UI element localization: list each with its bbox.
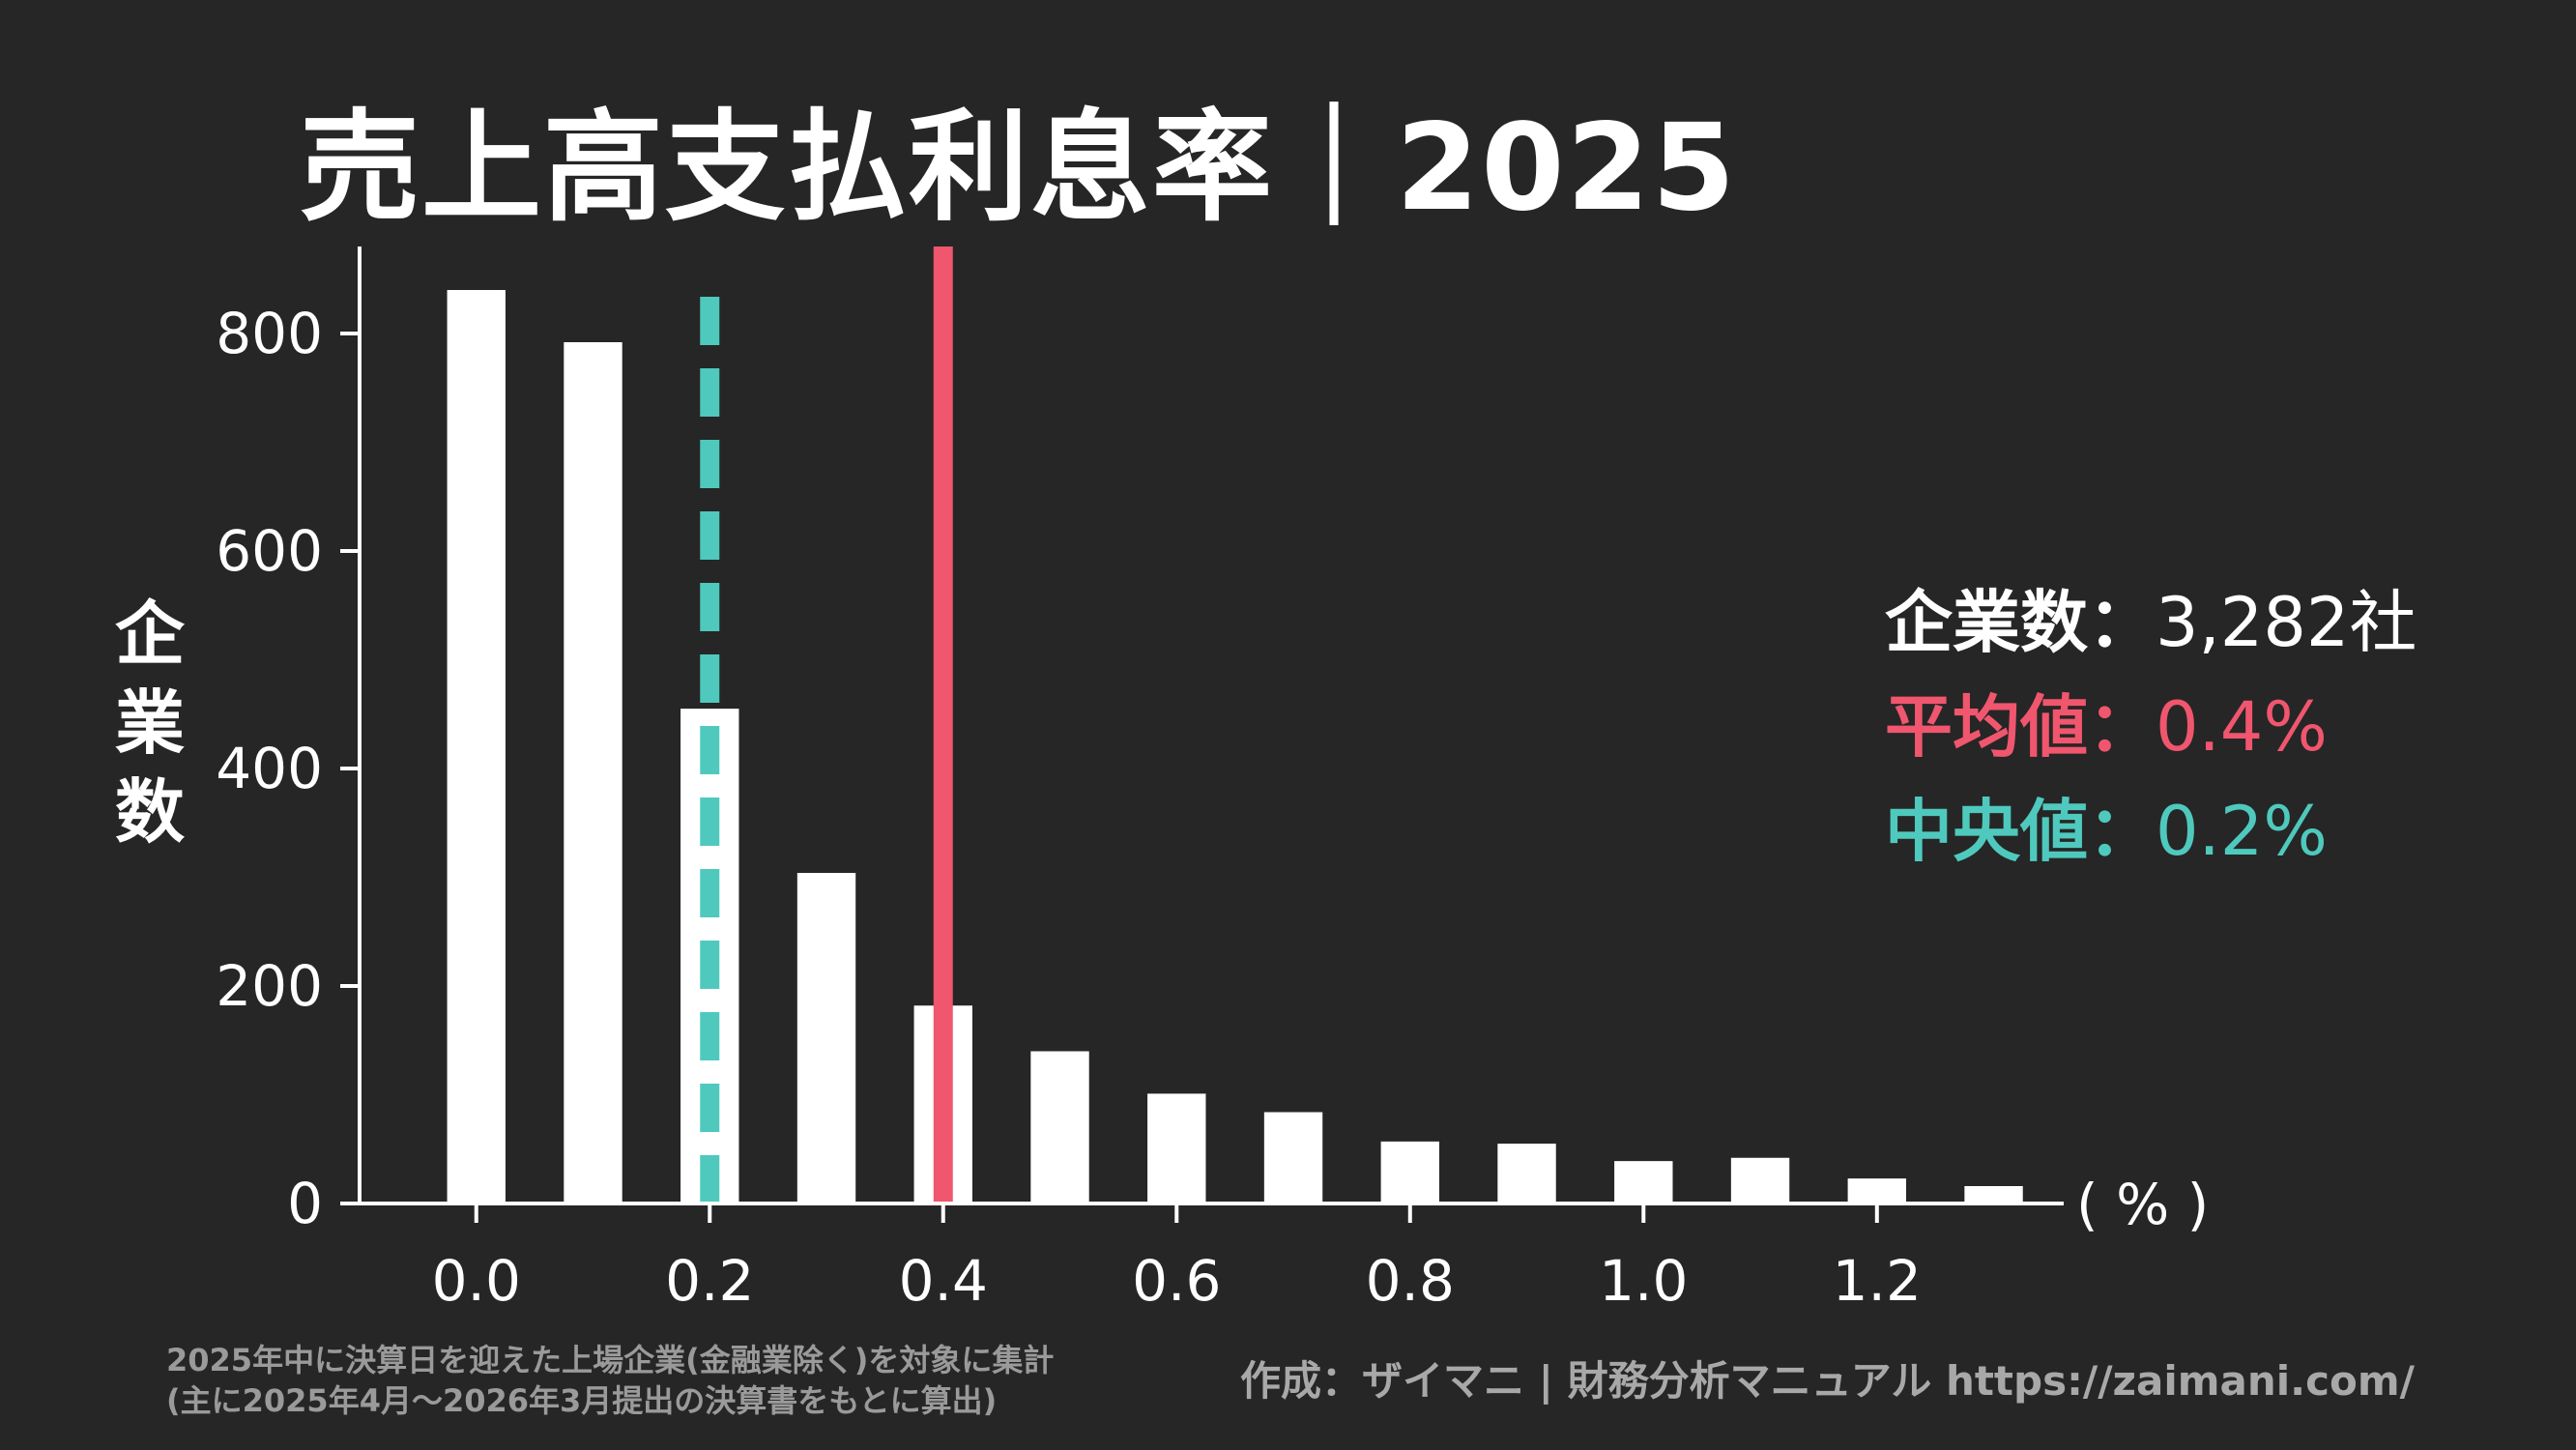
bar [1497,1144,1556,1204]
credit-text: 作成：ザイマニ | 財務分析マニュアル https://zaimani.com/ [1240,1357,2415,1405]
y-axis-label: 企業数 [106,590,193,856]
x-tick-label: 1.2 [1833,1248,1922,1314]
x-axis-unit: ( % ) [2076,1172,2210,1237]
stat-median-label: 中央値： [1885,792,2156,871]
bar [1847,1178,1906,1204]
x-tick-label: 1.0 [1599,1248,1688,1314]
footnote: 2025年中に決算日を迎えた上場企業(金融業除く)を対象に集計 (主に2025年… [166,1340,1054,1421]
stat-count-label: 企業数： [1885,583,2156,662]
axes: 0 200 400 600 800 0.0 0.2 0.4 0.6 0.8 1.0 1.2 [216,246,2064,1314]
bar [1030,1051,1089,1204]
stats-panel: 企業数：3,282社 平均値：0.4% 中央値：0.2% [1885,570,2417,884]
bar [1964,1186,2023,1204]
footnote-line-2: (主に2025年4月〜2026年3月提出の決算書をもとに算出) [166,1382,998,1419]
bar-group [447,290,2023,1204]
y-tick-label: 400 [216,736,323,801]
stat-mean: 平均値：0.4% [1885,675,2417,779]
y-axis-label-text: 企業数 [114,594,185,853]
stat-median: 中央値：0.2% [1885,779,2417,884]
stat-count: 企業数：3,282社 [1885,570,2417,675]
x-tick-label: 0.8 [1366,1248,1455,1314]
stat-mean-value: 0.4% [2156,687,2328,767]
stat-median-value: 0.2% [2156,792,2328,871]
x-tick-label: 0.4 [899,1248,988,1314]
chart-title: 売上高支払利息率｜2025 [300,99,1738,238]
bar [447,290,506,1204]
bar [1147,1093,1206,1204]
x-tick-label: 0.6 [1132,1248,1221,1314]
bar [564,342,622,1204]
bar [796,873,856,1204]
x-tick-label: 0.2 [665,1248,754,1314]
bar [1263,1112,1323,1204]
bar [1380,1141,1439,1204]
footnote-line-1: 2025年中に決算日を迎えた上場企業(金融業除く)を対象に集計 [166,1342,1055,1378]
reference-lines [700,246,953,1204]
y-tick-label: 200 [216,953,323,1019]
y-tick-label: 600 [216,518,323,584]
x-tick-label: 0.0 [432,1248,521,1314]
y-tick-label: 800 [216,301,323,366]
stat-mean-label: 平均値： [1885,687,2156,767]
bar [1730,1157,1790,1204]
bar [1614,1161,1673,1204]
y-tick-label: 0 [287,1171,323,1236]
stat-count-value: 3,282社 [2156,583,2417,662]
